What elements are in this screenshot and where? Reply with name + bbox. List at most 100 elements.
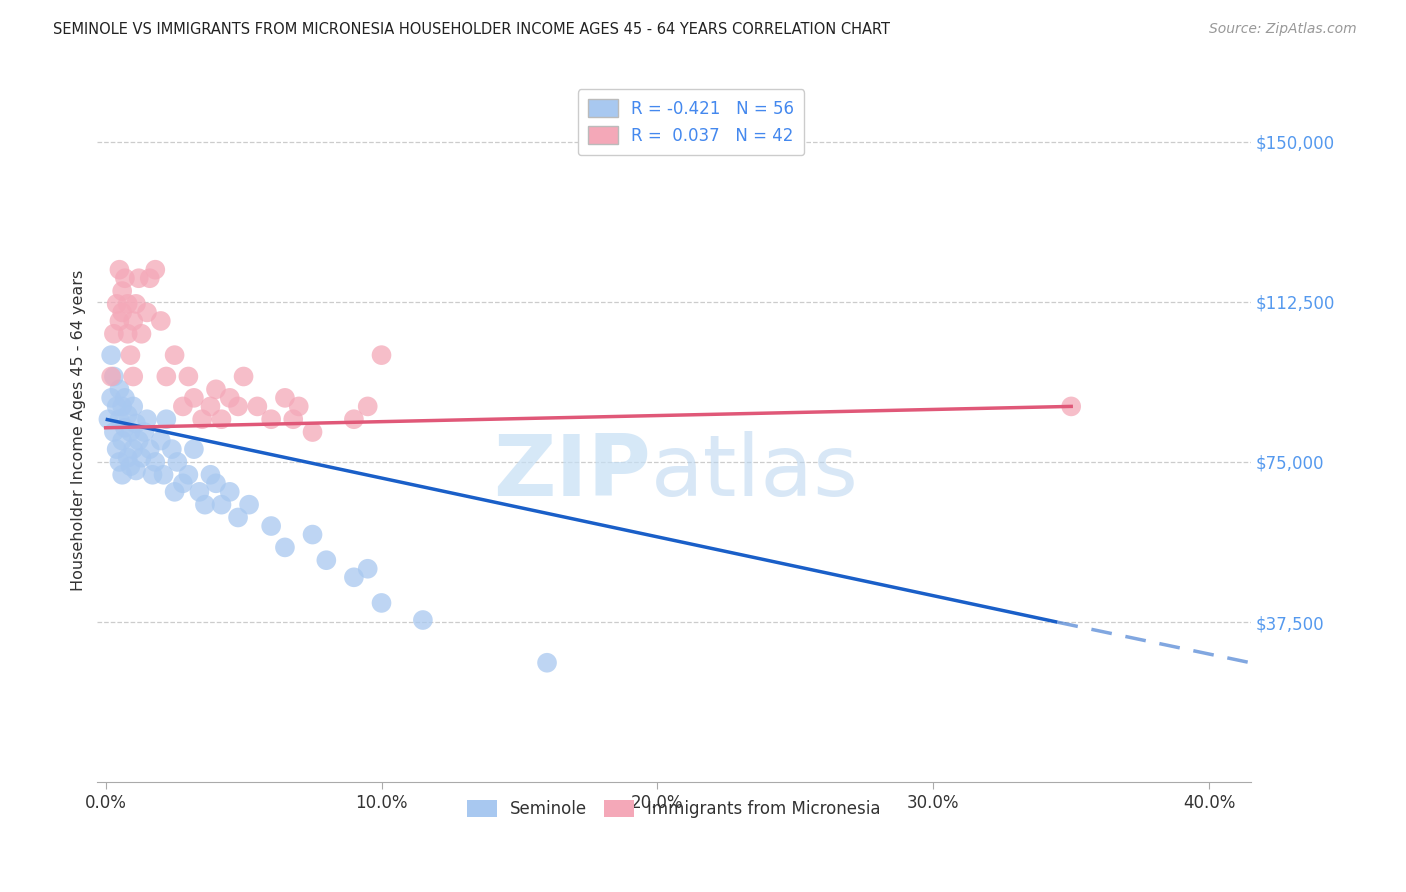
Point: [128, 271, 150, 285]
Point: [357, 562, 380, 576]
Point: [105, 297, 128, 311]
Point: [246, 400, 269, 414]
Point: [134, 425, 156, 439]
Text: atlas: atlas: [651, 431, 859, 514]
Point: [183, 391, 205, 405]
Point: [131, 326, 153, 341]
Point: [218, 391, 240, 405]
Point: [141, 467, 163, 482]
Point: [103, 326, 125, 341]
Point: [117, 450, 139, 465]
Point: [412, 613, 434, 627]
Point: [111, 284, 134, 298]
Legend: Seminole, Immigrants from Micronesia: Seminole, Immigrants from Micronesia: [460, 793, 887, 825]
Point: [136, 305, 159, 319]
Point: [211, 498, 233, 512]
Point: [122, 400, 145, 414]
Point: [108, 314, 131, 328]
Point: [166, 455, 188, 469]
Y-axis label: Householder Income Ages 45 - 64 years: Householder Income Ages 45 - 64 years: [72, 269, 86, 591]
Point: [177, 369, 200, 384]
Point: [125, 297, 148, 311]
Point: [1060, 400, 1083, 414]
Point: [139, 271, 162, 285]
Point: [183, 442, 205, 457]
Point: [343, 570, 366, 584]
Point: [111, 305, 134, 319]
Point: [149, 434, 172, 448]
Point: [103, 425, 125, 439]
Point: [117, 408, 139, 422]
Point: [155, 369, 177, 384]
Point: [301, 527, 323, 541]
Point: [163, 484, 186, 499]
Text: SEMINOLE VS IMMIGRANTS FROM MICRONESIA HOUSEHOLDER INCOME AGES 45 - 64 YEARS COR: SEMINOLE VS IMMIGRANTS FROM MICRONESIA H…: [53, 22, 890, 37]
Point: [152, 467, 174, 482]
Text: Source: ZipAtlas.com: Source: ZipAtlas.com: [1209, 22, 1357, 37]
Point: [200, 400, 222, 414]
Point: [232, 369, 254, 384]
Point: [105, 400, 128, 414]
Point: [172, 400, 194, 414]
Point: [122, 314, 145, 328]
Point: [114, 421, 136, 435]
Point: [111, 434, 134, 448]
Point: [128, 434, 150, 448]
Point: [177, 467, 200, 482]
Point: [260, 519, 283, 533]
Point: [105, 442, 128, 457]
Point: [125, 463, 148, 477]
Point: [114, 271, 136, 285]
Point: [274, 541, 297, 555]
Point: [108, 262, 131, 277]
Point: [111, 467, 134, 482]
Point: [122, 442, 145, 457]
Point: [97, 412, 120, 426]
Point: [172, 476, 194, 491]
Point: [211, 412, 233, 426]
Point: [238, 498, 260, 512]
Point: [160, 442, 183, 457]
Point: [194, 498, 217, 512]
Point: [260, 412, 283, 426]
Point: [163, 348, 186, 362]
Point: [131, 450, 153, 465]
Point: [108, 455, 131, 469]
Point: [370, 348, 392, 362]
Point: [274, 391, 297, 405]
Point: [100, 391, 122, 405]
Point: [100, 369, 122, 384]
Point: [117, 297, 139, 311]
Point: [301, 425, 323, 439]
Point: [143, 455, 166, 469]
Point: [536, 656, 558, 670]
Point: [343, 412, 366, 426]
Point: [108, 412, 131, 426]
Point: [205, 476, 228, 491]
Point: [357, 400, 380, 414]
Point: [139, 442, 162, 457]
Point: [226, 400, 249, 414]
Point: [120, 425, 142, 439]
Point: [370, 596, 392, 610]
Point: [205, 382, 228, 396]
Point: [287, 400, 309, 414]
Point: [136, 412, 159, 426]
Point: [149, 314, 172, 328]
Point: [120, 348, 142, 362]
Point: [200, 467, 222, 482]
Point: [111, 400, 134, 414]
Point: [103, 369, 125, 384]
Point: [155, 412, 177, 426]
Point: [122, 369, 145, 384]
Point: [114, 391, 136, 405]
Point: [191, 412, 214, 426]
Point: [218, 484, 240, 499]
Point: [108, 382, 131, 396]
Point: [117, 326, 139, 341]
Point: [315, 553, 337, 567]
Text: ZIP: ZIP: [494, 431, 651, 514]
Point: [120, 459, 142, 474]
Point: [283, 412, 305, 426]
Point: [125, 417, 148, 431]
